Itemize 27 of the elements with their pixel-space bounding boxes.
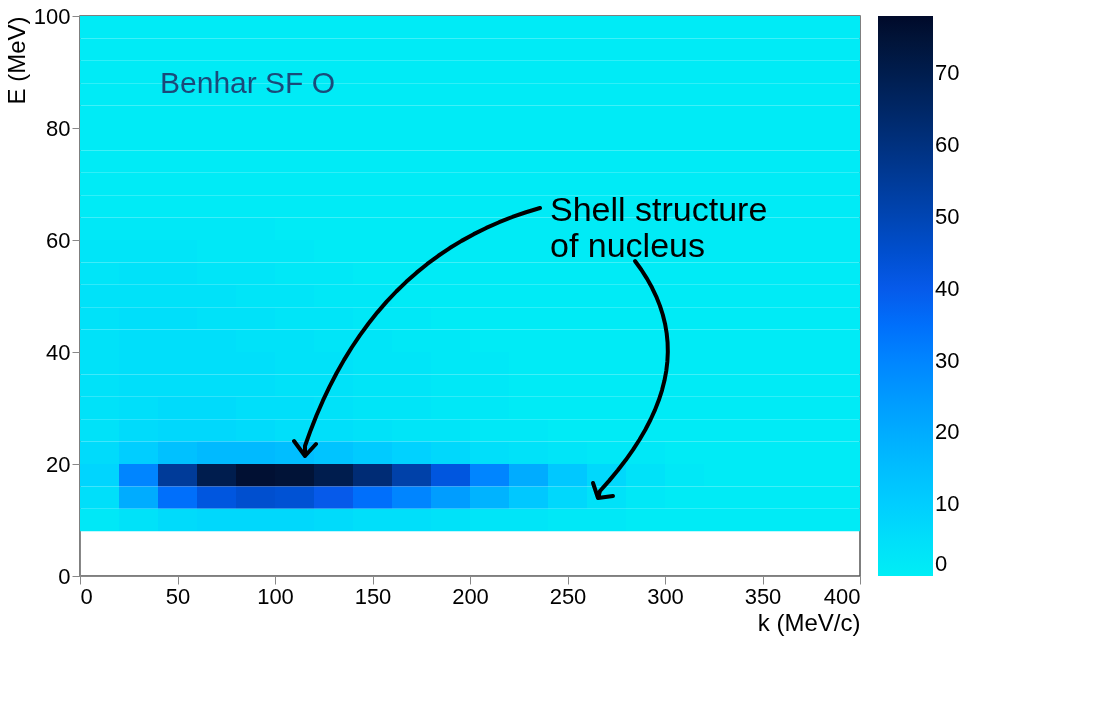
color-bar-label: 10 [935, 491, 960, 517]
y-tick-label: 0 [58, 563, 71, 589]
x-axis-title: k (MeV/c) [757, 608, 861, 636]
x-tick-label: 150 [354, 583, 392, 609]
y-axis-title: E (MeV) [2, 16, 30, 105]
x-tick-label: 250 [549, 583, 587, 609]
y-tick-label: 20 [46, 451, 71, 477]
x-tick-label: 100 [257, 583, 294, 609]
color-bar-label: 50 [935, 204, 960, 230]
color-bar-label: 20 [935, 419, 960, 445]
x-tick-label: 400 [823, 583, 861, 609]
color-bar-label: 40 [935, 275, 960, 301]
color-bar-label: 60 [935, 132, 960, 158]
y-tick-label: 40 [46, 339, 71, 365]
x-tick-label: 200 [452, 583, 489, 609]
y-tick-label: 100 [33, 3, 71, 29]
y-tick-label: 80 [46, 115, 71, 141]
x-tick-label: 300 [647, 583, 684, 609]
color-bar-label: 70 [935, 60, 960, 86]
y-tick-label: 60 [46, 227, 71, 253]
annotation: Shell structure of nucleus [550, 190, 768, 264]
x-tick-label: 0 [80, 583, 93, 609]
x-tick-label: 50 [165, 583, 191, 609]
color-bar-label: 30 [935, 347, 960, 373]
x-tick-label: 350 [744, 583, 782, 609]
annotation: Benhar SF O [160, 66, 336, 99]
color-bar-label: 0 [935, 551, 948, 576]
